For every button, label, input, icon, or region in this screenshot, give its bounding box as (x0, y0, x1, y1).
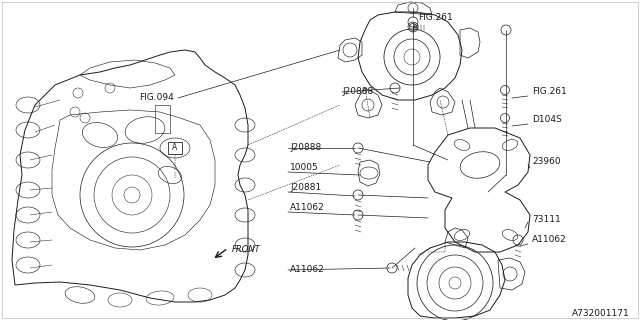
Text: J20881: J20881 (290, 183, 321, 193)
Text: A: A (172, 143, 178, 153)
Text: A732001171: A732001171 (572, 308, 630, 317)
Text: D104S: D104S (532, 116, 562, 124)
Text: A11062: A11062 (290, 266, 324, 275)
Text: FIG.261: FIG.261 (418, 13, 452, 22)
Text: A11062: A11062 (532, 236, 567, 244)
Text: J20888: J20888 (342, 87, 373, 97)
Text: 23960: 23960 (532, 157, 561, 166)
Text: A11062: A11062 (290, 204, 324, 212)
Bar (155, 105, 170, 133)
Text: 10005: 10005 (290, 164, 319, 172)
Bar (168, 142, 182, 154)
Text: 73111: 73111 (532, 215, 561, 225)
Text: FIG.094: FIG.094 (140, 93, 174, 102)
Text: FIG.261: FIG.261 (532, 87, 567, 97)
Text: FRONT: FRONT (232, 245, 260, 254)
Text: J20888: J20888 (290, 143, 321, 153)
